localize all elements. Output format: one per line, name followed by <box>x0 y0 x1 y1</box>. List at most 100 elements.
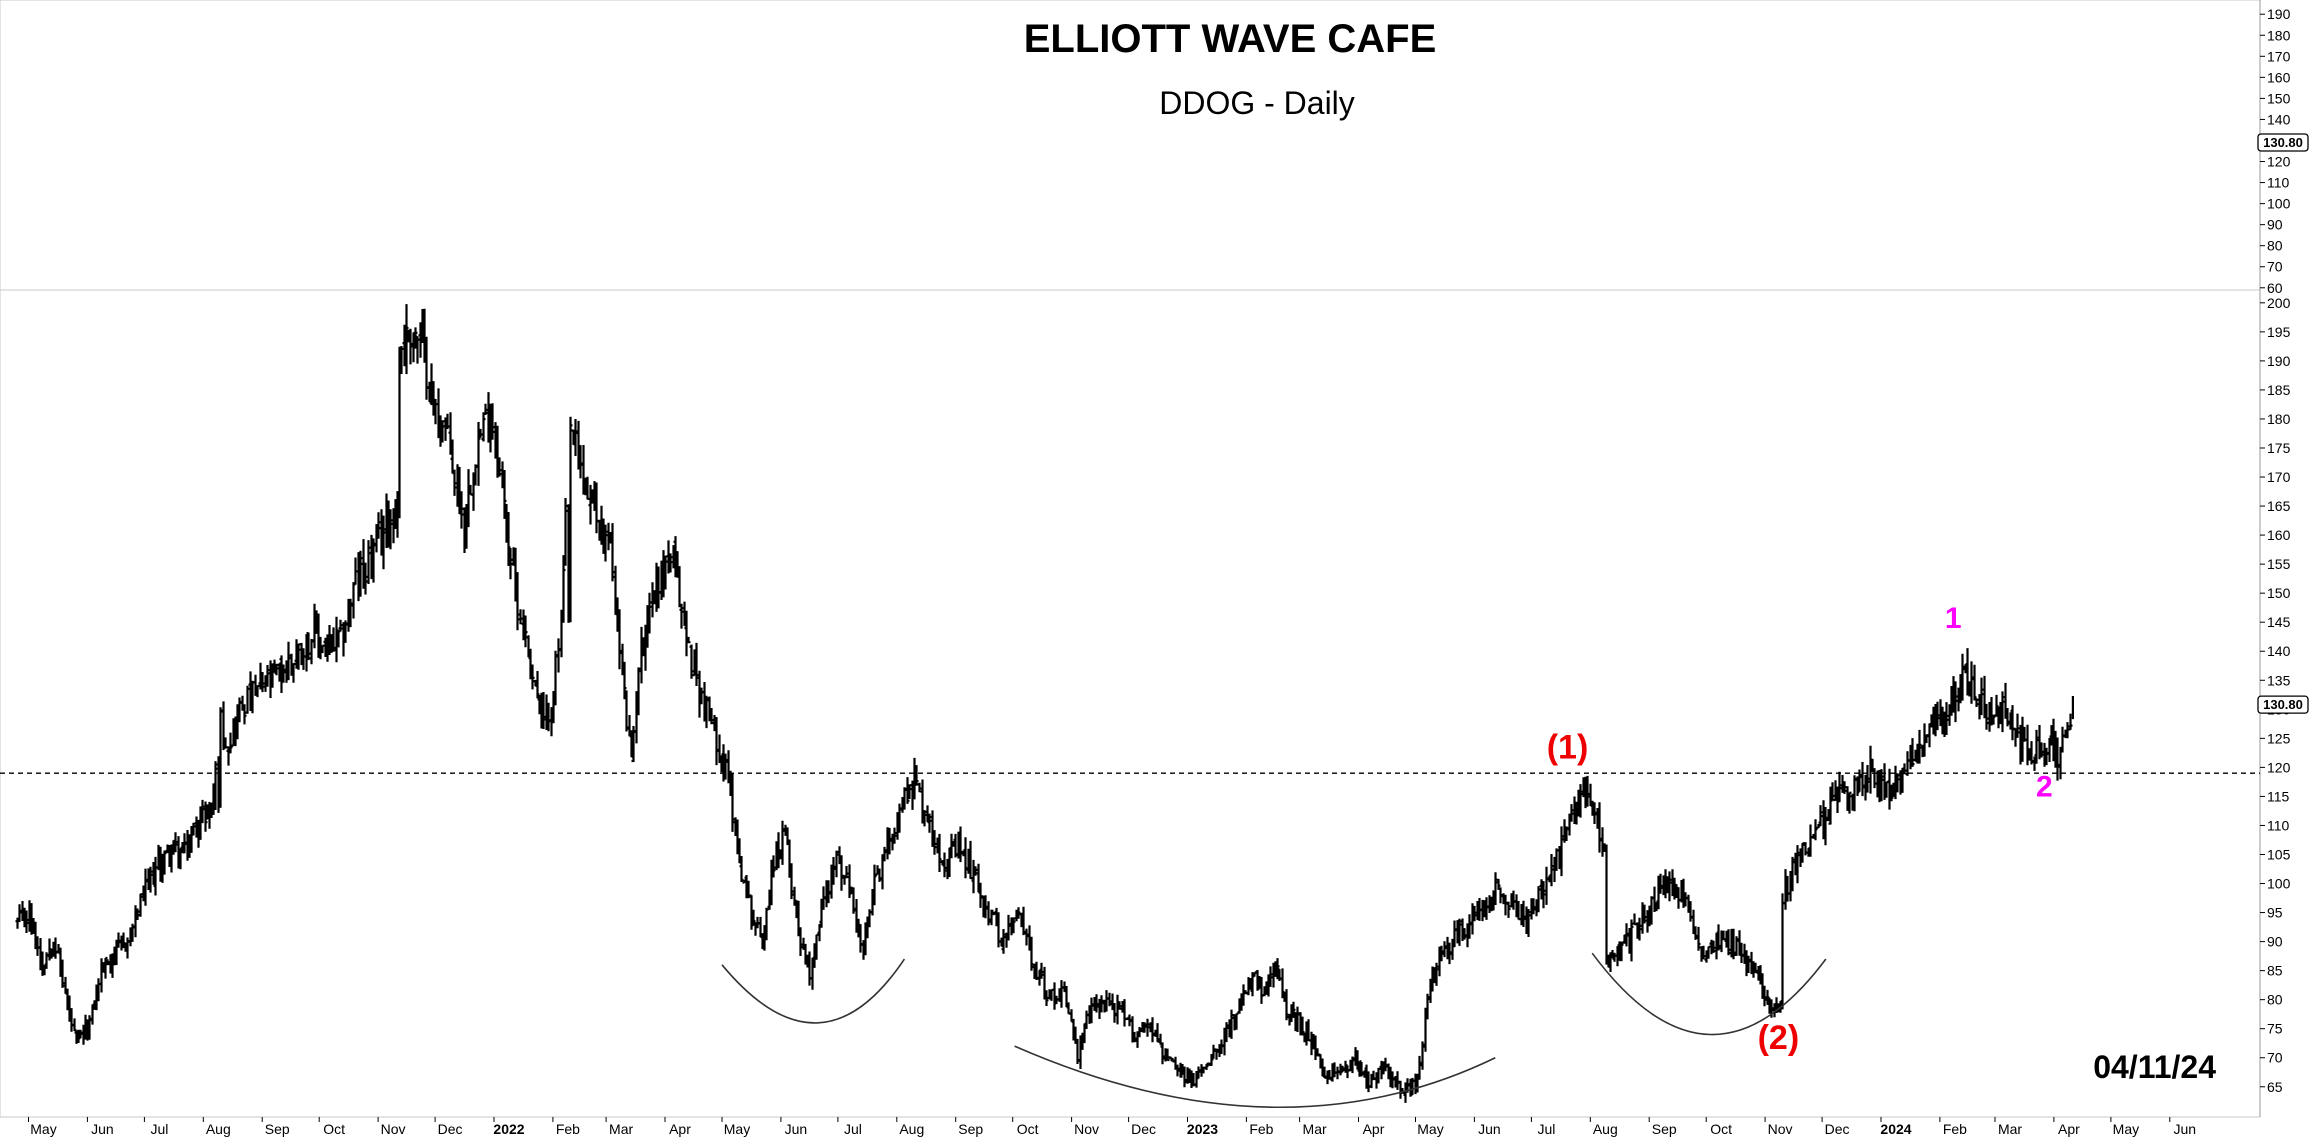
time-tick-label: 2022 <box>493 1121 524 1137</box>
time-tick-label: Nov <box>381 1121 406 1137</box>
time-tick-label: Feb <box>1249 1121 1273 1137</box>
time-tick-label: May <box>30 1121 56 1137</box>
time-tick-label: Aug <box>1593 1121 1618 1137</box>
time-tick-label: Nov <box>1768 1121 1793 1137</box>
time-tick-label: Feb <box>556 1121 580 1137</box>
time-tick-label: Feb <box>1943 1121 1967 1137</box>
time-tick-label: Aug <box>206 1121 231 1137</box>
time-tick-label: Jun <box>1478 1121 1501 1137</box>
price-tick-label: 135 <box>2267 672 2291 688</box>
price-tick-label: 115 <box>2267 788 2290 804</box>
price-tick-label: 185 <box>2267 382 2291 398</box>
time-tick-label: Jun <box>785 1121 808 1137</box>
last-price-box-upper: 130.80 <box>2257 133 2309 152</box>
time-tick-label: Sep <box>958 1121 983 1137</box>
time-tick-label: Oct <box>1017 1121 1039 1137</box>
time-tick-label: Jun <box>2174 1121 2197 1137</box>
price-tick-label: 150 <box>2267 585 2291 601</box>
upper-tick-label: 60 <box>2267 280 2283 296</box>
price-tick-label: 140 <box>2267 643 2291 659</box>
time-tick-label: Jul <box>1537 1121 1555 1137</box>
time-tick-label: Mar <box>609 1121 633 1137</box>
price-bars <box>15 304 2074 1103</box>
time-tick-label: Mar <box>1303 1121 1327 1137</box>
time-tick-label: Dec <box>1131 1121 1156 1137</box>
upper-tick-label: 120 <box>2267 154 2291 170</box>
upper-tick-label: 170 <box>2267 48 2291 64</box>
time-tick-label: Oct <box>323 1121 345 1137</box>
ohlc-bars-path <box>15 304 2074 1103</box>
price-tick-label: 200 <box>2267 295 2291 311</box>
upper-tick-label: 180 <box>2267 27 2291 43</box>
price-tick-label: 120 <box>2267 759 2291 775</box>
price-tick-label: 75 <box>2267 1021 2283 1037</box>
time-tick-label: Apr <box>669 1121 691 1137</box>
plot-frame <box>0 0 2261 1118</box>
price-tick-label: 170 <box>2267 469 2291 485</box>
price-axis: 6570758085909510010511011512012513013514… <box>2260 295 2291 1095</box>
price-tick-label: 160 <box>2267 527 2291 543</box>
chart-title: ELLIOTT WAVE CAFE <box>1024 17 1437 61</box>
time-tick-label: 2023 <box>1187 1121 1218 1137</box>
price-tick-label: 90 <box>2267 934 2283 950</box>
time-tick-label: Apr <box>1363 1121 1385 1137</box>
upper-tick-label: 190 <box>2267 6 2291 22</box>
price-tick-label: 175 <box>2267 440 2291 456</box>
time-tick-label: Sep <box>1652 1121 1677 1137</box>
time-tick-label: May <box>2113 1121 2139 1137</box>
price-tick-label: 190 <box>2267 353 2291 369</box>
chart-subtitle: DDOG - Daily <box>1159 85 1355 121</box>
upper-tick-label: 80 <box>2267 238 2283 254</box>
time-tick-label: Mar <box>1998 1121 2022 1137</box>
base-3 <box>1591 952 1827 1036</box>
time-tick-label: Nov <box>1074 1121 1099 1137</box>
time-tick-label: May <box>724 1121 750 1137</box>
time-tick-label: May <box>1417 1121 1443 1137</box>
last-price-box: 130.80 <box>2257 695 2309 714</box>
time-tick-label: Jun <box>91 1121 114 1137</box>
price-tick-label: 165 <box>2267 498 2291 514</box>
upper-tick-label: 70 <box>2267 259 2283 275</box>
upper-tick-label: 90 <box>2267 217 2283 233</box>
wave-label: (2) <box>1758 1019 1800 1057</box>
time-axis: May Jun Jul Aug Sep Oct Nov Dec 2022 Feb Mar Apr May… <box>28 1117 2197 1137</box>
time-tick-label: Oct <box>1710 1121 1732 1137</box>
upper-tick-label: 140 <box>2267 111 2291 127</box>
price-tick-label: 155 <box>2267 556 2291 572</box>
rounded-bases <box>721 952 1827 1109</box>
price-tick-label: 180 <box>2267 411 2291 427</box>
time-tick-label: Jul <box>844 1121 862 1137</box>
wave-label: (1) <box>1547 729 1589 767</box>
time-tick-label: Sep <box>265 1121 290 1137</box>
time-tick-label: 2024 <box>1880 1121 1911 1137</box>
price-tick-label: 110 <box>2267 817 2290 833</box>
last-price-label: 130.80 <box>2263 697 2303 712</box>
time-tick-label: Dec <box>438 1121 463 1137</box>
price-tick-label: 105 <box>2267 846 2291 862</box>
price-tick-label: 195 <box>2267 324 2291 340</box>
upper-tick-label: 100 <box>2267 196 2291 212</box>
time-tick-label: Dec <box>1825 1121 1850 1137</box>
price-tick-label: 70 <box>2267 1050 2283 1066</box>
last-price-label-upper: 130.80 <box>2263 135 2303 150</box>
price-tick-label: 65 <box>2267 1079 2283 1095</box>
price-tick-label: 125 <box>2267 730 2291 746</box>
base-1 <box>721 958 906 1024</box>
upper-tick-label: 160 <box>2267 69 2291 85</box>
wave-labels: (1) (2) 1 2 <box>1547 602 2053 1057</box>
price-tick-label: 95 <box>2267 905 2283 921</box>
upper-tick-label: 150 <box>2267 90 2291 106</box>
price-tick-label: 100 <box>2267 876 2291 892</box>
time-tick-label: Jul <box>150 1121 168 1137</box>
time-tick-label: Apr <box>2058 1121 2080 1137</box>
wave-label: 2 <box>2036 770 2053 803</box>
base-2 <box>1014 1045 1496 1109</box>
wave-label: 1 <box>1945 602 1962 635</box>
time-tick-label: Aug <box>899 1121 924 1137</box>
price-tick-label: 85 <box>2267 963 2283 979</box>
date-stamp: 04/11/24 <box>2093 1049 2216 1085</box>
price-tick-label: 145 <box>2267 614 2291 630</box>
price-tick-label: 80 <box>2267 992 2283 1008</box>
upper-tick-label: 110 <box>2267 175 2290 191</box>
